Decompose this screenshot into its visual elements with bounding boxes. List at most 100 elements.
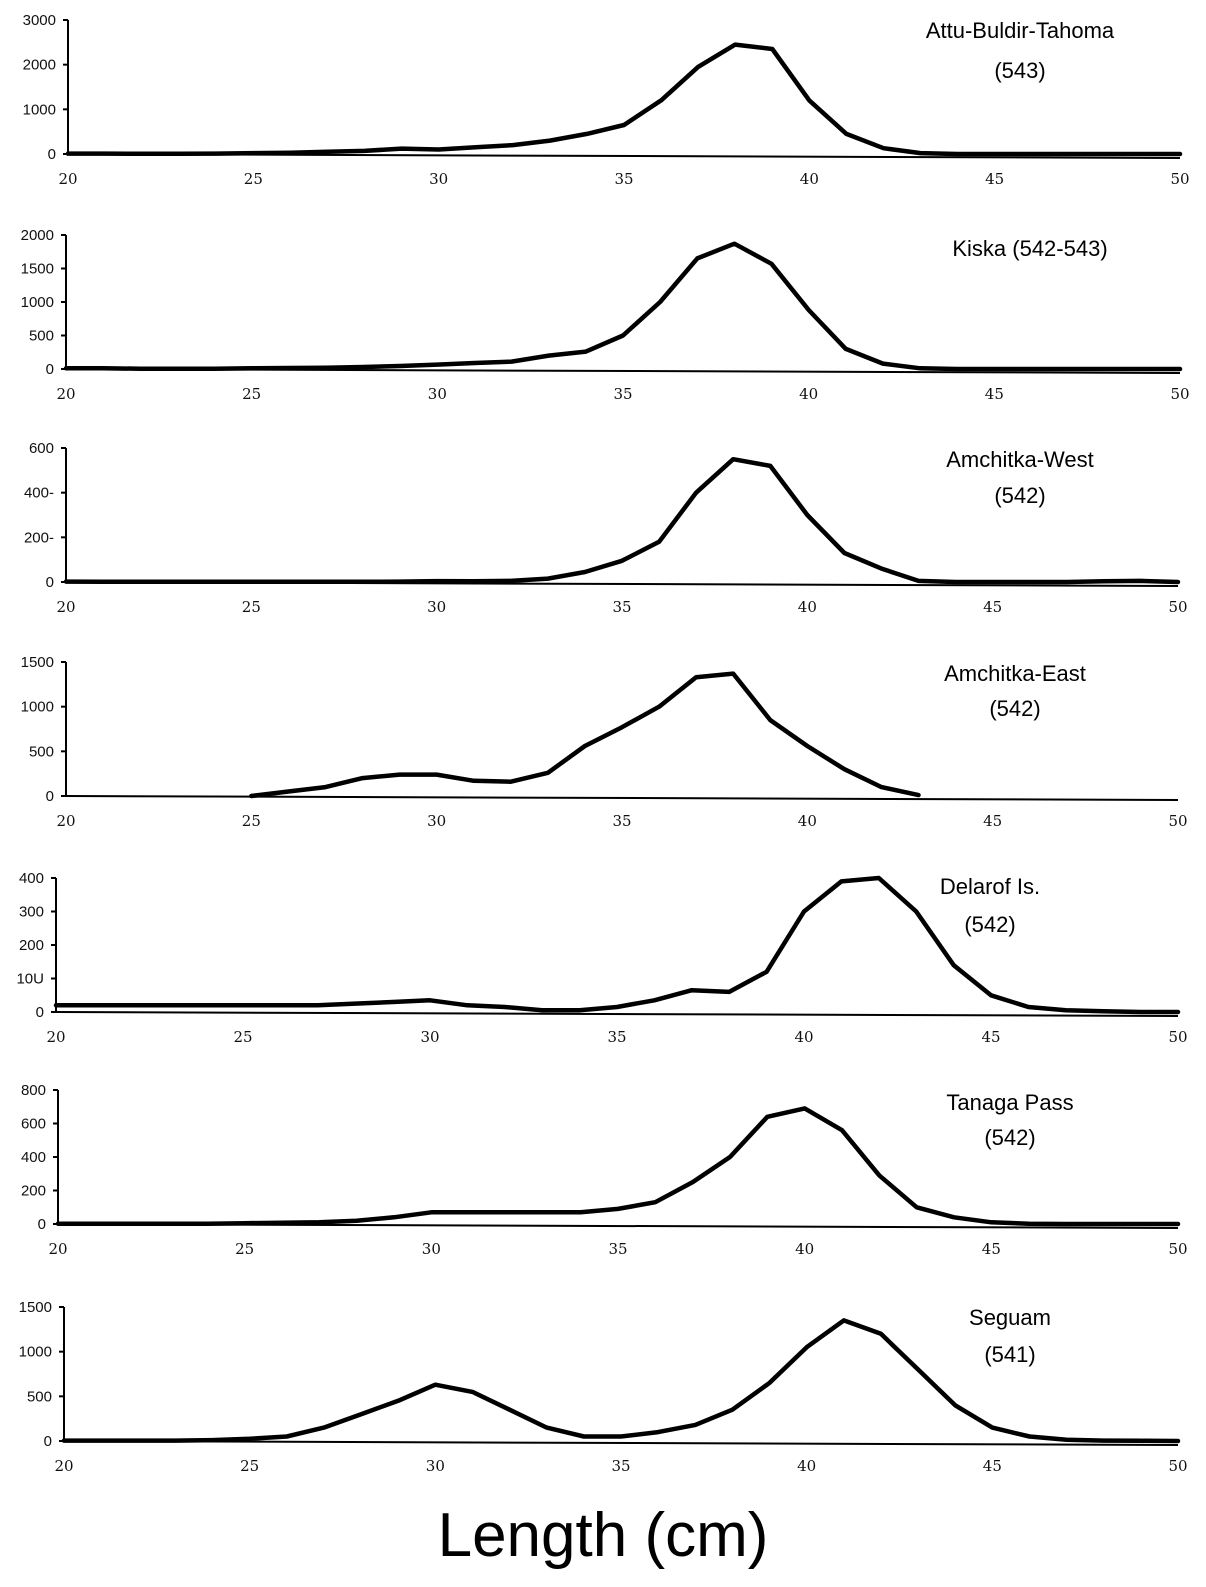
x-tick-label: 35 xyxy=(608,1240,627,1258)
x-tick-label: 30 xyxy=(427,598,446,616)
x-tick-label: 35 xyxy=(614,170,633,188)
x-tick-label: 20 xyxy=(58,170,77,188)
y-tick-label: 400- xyxy=(24,485,54,502)
chart-title: Kiska (542-543) xyxy=(952,236,1107,261)
chart-title: Delarof Is. xyxy=(940,874,1040,899)
x-tick-label: 45 xyxy=(983,812,1002,830)
chart-title: Amchitka-East xyxy=(944,661,1086,686)
y-tick-label: 200 xyxy=(21,1183,46,1200)
y-tick-label: 2000 xyxy=(23,57,56,74)
x-tick-label: 45 xyxy=(981,1028,1000,1046)
x-axis xyxy=(55,1011,1179,1017)
x-tick-label: 50 xyxy=(1168,812,1187,830)
y-tick-label: 600 xyxy=(29,440,54,457)
x-tick-label: 35 xyxy=(611,1457,630,1475)
y-tick-label: 200- xyxy=(24,529,54,546)
x-tick-label: 25 xyxy=(242,812,261,830)
y-tick-label: 0 xyxy=(48,146,56,163)
x-tick-label: 25 xyxy=(233,1028,252,1046)
chart-panel-4: 0 500 1000 1500 20 25 30 35 40 45 50 Amchitka-East (… xyxy=(21,654,1188,830)
y-tick-label: 1500 xyxy=(21,654,54,671)
y-tick-label: 600 xyxy=(21,1116,46,1133)
chart-panel-6: 0 200 400 600 800 20 25 30 35 40 45 50 Tanaga Pass (5… xyxy=(21,1082,1188,1258)
y-tick-label: 1000 xyxy=(19,1344,52,1361)
x-tick-label: 20 xyxy=(46,1028,65,1046)
y-tick-label: 1000 xyxy=(23,101,56,118)
chart-panel-7: 0 500 1000 1500 20 25 30 35 40 45 50 Seguam (541) xyxy=(19,1299,1188,1475)
y-tick-label: 500 xyxy=(27,1388,52,1405)
x-tick-label: 30 xyxy=(429,170,448,188)
series-line xyxy=(249,671,921,799)
x-tick-label: 30 xyxy=(428,385,447,403)
y-tick-label: 500 xyxy=(29,328,54,345)
chart-panel-5: 0 10U 200 300 400 20 25 30 35 40 45 50 Delarof Is. (5… xyxy=(16,870,1187,1046)
x-tick-label: 20 xyxy=(48,1240,67,1258)
x-tick-label: 40 xyxy=(794,1028,813,1046)
x-tick-label: 25 xyxy=(235,1240,254,1258)
x-tick-label: 40 xyxy=(798,598,817,616)
chart-panel-1: 0 1000 2000 3000 20 25 30 35 40 45 50 Attu-Buldir-T… xyxy=(23,12,1190,188)
x-tick-label: 35 xyxy=(613,385,632,403)
chart-title: Seguam xyxy=(969,1305,1051,1330)
chart-title: Tanaga Pass xyxy=(946,1090,1073,1115)
x-tick-label: 45 xyxy=(982,1240,1001,1258)
x-tick-label: 25 xyxy=(242,598,261,616)
x-tick-label: 50 xyxy=(1168,1457,1187,1475)
chart-panel-3: 0 200- 400- 600 20 25 30 35 40 45 50 Amchitka-West (… xyxy=(24,440,1188,616)
y-tick-label: 1500 xyxy=(19,1299,52,1316)
x-tick-label: 40 xyxy=(800,170,819,188)
x-tick-label: 40 xyxy=(799,385,818,403)
chart-subtitle: (542) xyxy=(994,483,1045,508)
y-tick-label: 400 xyxy=(19,870,44,887)
x-tick-label: 45 xyxy=(983,598,1002,616)
x-tick-label: 35 xyxy=(612,812,631,830)
y-tick-label: 1500 xyxy=(21,261,54,278)
x-axis xyxy=(63,1440,1179,1446)
y-tick-label: 1000 xyxy=(21,294,54,311)
x-tick-label: 35 xyxy=(612,598,631,616)
chart-subtitle: (543) xyxy=(994,58,1045,83)
x-tick-label: 40 xyxy=(798,812,817,830)
y-tick-label: 0 xyxy=(38,1216,46,1233)
y-tick-label: 400 xyxy=(21,1149,46,1166)
x-tick-label: 30 xyxy=(426,1457,445,1475)
x-tick-label: 50 xyxy=(1170,170,1189,188)
x-tick-label: 50 xyxy=(1168,1240,1187,1258)
x-tick-label: 35 xyxy=(607,1028,626,1046)
y-tick-label: 800 xyxy=(21,1082,46,1099)
x-tick-label: 20 xyxy=(56,385,75,403)
x-tick-label: 25 xyxy=(240,1457,259,1475)
y-tick-label: 3000 xyxy=(23,12,56,29)
x-tick-label: 25 xyxy=(244,170,263,188)
x-tick-label: 45 xyxy=(985,385,1004,403)
y-tick-label: 500 xyxy=(29,743,54,760)
chart-subtitle: (542) xyxy=(984,1125,1035,1150)
y-tick-label: 1000 xyxy=(21,699,54,716)
x-axis-label: Length (cm) xyxy=(437,1501,769,1570)
x-tick-label: 30 xyxy=(422,1240,441,1258)
chart-subtitle: (542) xyxy=(989,696,1040,721)
y-tick-label: 200 xyxy=(19,937,44,954)
chart-subtitle: (541) xyxy=(984,1342,1035,1367)
x-tick-label: 30 xyxy=(420,1028,439,1046)
y-tick-label: 300 xyxy=(19,904,44,921)
x-tick-label: 20 xyxy=(56,812,75,830)
x-tick-label: 45 xyxy=(985,170,1004,188)
y-tick-label: 0 xyxy=(46,361,54,378)
x-tick-label: 25 xyxy=(242,385,261,403)
x-tick-label: 45 xyxy=(983,1457,1002,1475)
x-tick-label: 20 xyxy=(56,598,75,616)
y-tick-label: 0 xyxy=(46,788,54,805)
y-tick-label: 0 xyxy=(36,1004,44,1021)
series-line xyxy=(63,456,1181,585)
x-tick-label: 40 xyxy=(795,1240,814,1258)
x-axis xyxy=(65,795,1179,801)
chart-panel-2: 0 500 1000 1500 2000 20 25 30 35 40 45 50 Kiska (542… xyxy=(21,227,1190,403)
y-tick-label: 10U xyxy=(16,971,44,988)
x-tick-label: 30 xyxy=(427,812,446,830)
x-tick-label: 40 xyxy=(797,1457,816,1475)
y-tick-label: 0 xyxy=(46,574,54,591)
x-tick-label: 20 xyxy=(54,1457,73,1475)
x-tick-label: 50 xyxy=(1170,385,1189,403)
